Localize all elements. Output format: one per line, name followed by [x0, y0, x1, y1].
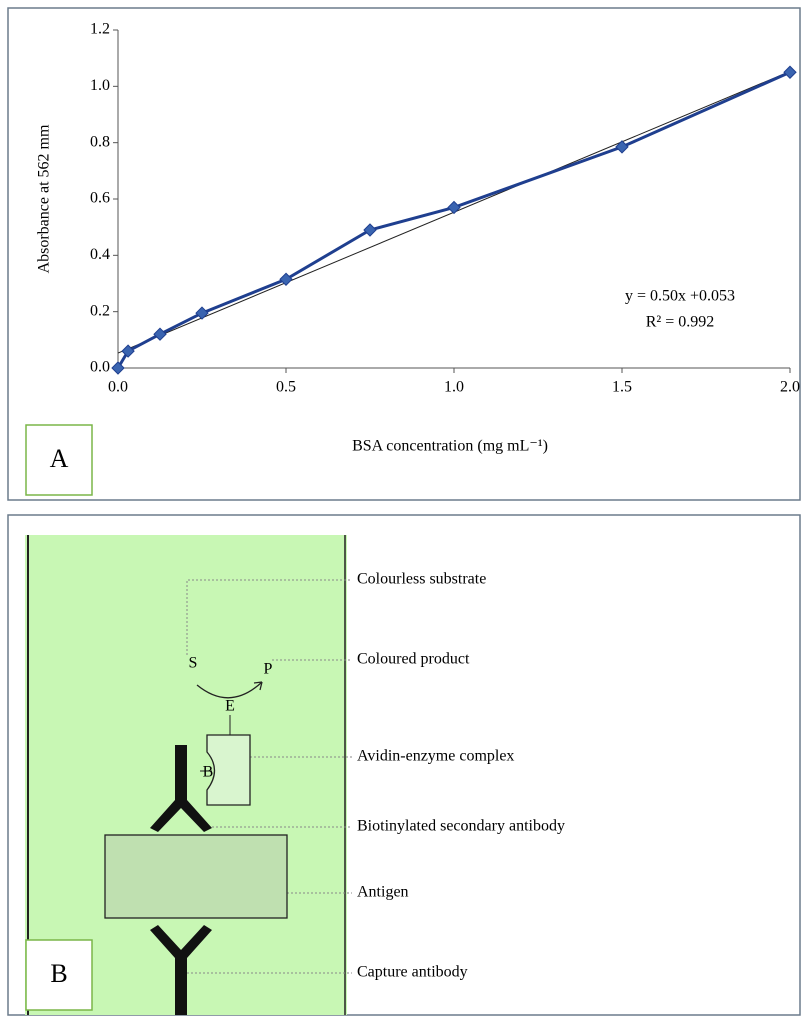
y-tick-label: 0.8 — [90, 133, 110, 150]
x-tick-label: 0.5 — [276, 379, 296, 396]
marker — [121, 344, 135, 358]
marker — [195, 306, 209, 320]
equation: y = 0.50x +0.053 — [625, 288, 735, 305]
marker — [279, 272, 293, 286]
enzyme-letter: E — [225, 698, 235, 715]
marker — [615, 140, 629, 154]
arrow-head — [253, 681, 263, 691]
marker — [447, 200, 461, 215]
y-tick-label: 0.4 — [90, 246, 110, 263]
y-tick-label: 1.0 — [90, 77, 110, 94]
panel-a-label-box — [25, 424, 93, 496]
marker — [783, 65, 797, 79]
x-tick-label: 2.0 — [780, 379, 800, 396]
panel-label: B — [50, 959, 67, 988]
biotin-letter: B — [203, 764, 214, 781]
x-tick-label: 1.0 — [444, 379, 464, 396]
diagram-label: Biotinylated secondary antibody — [357, 818, 565, 835]
y-tick-label: 0.0 — [90, 359, 110, 376]
y-tick-label: 1.2 — [90, 21, 110, 38]
r-squared: R² = 0.992 — [646, 314, 715, 331]
marker — [111, 361, 125, 375]
diagram-label: Colourless substrate — [357, 571, 486, 588]
diagram-label: Avidin-enzyme complex — [357, 748, 514, 765]
secondary-antibody — [150, 745, 212, 832]
panel-b-label-box — [25, 939, 93, 1011]
diagram-label: Antigen — [357, 884, 409, 901]
y-tick-label: 0.6 — [90, 190, 110, 207]
panel-a-frame — [7, 7, 801, 501]
x-tick-label: 1.5 — [612, 379, 632, 396]
antigen — [104, 834, 288, 919]
avidin-enzyme — [206, 734, 251, 806]
substrate-letter: S — [189, 655, 198, 672]
marker — [363, 223, 377, 237]
diagram-label: Coloured product — [357, 651, 470, 668]
reaction-arrow — [196, 681, 263, 699]
x-tick-label: 0.0 — [108, 379, 128, 396]
y-tick-label: 0.2 — [90, 302, 110, 319]
capture-antibody — [150, 925, 212, 1015]
marker — [153, 327, 167, 341]
y-axis-title: Absorbance at 562 mm — [36, 124, 53, 273]
x-axis-title: BSA concentration (mg mL⁻¹) — [352, 438, 548, 455]
leader-line — [186, 579, 352, 655]
product-letter: P — [264, 661, 273, 678]
panel-label: A — [50, 444, 69, 473]
diagram-label: Capture antibody — [357, 964, 468, 981]
